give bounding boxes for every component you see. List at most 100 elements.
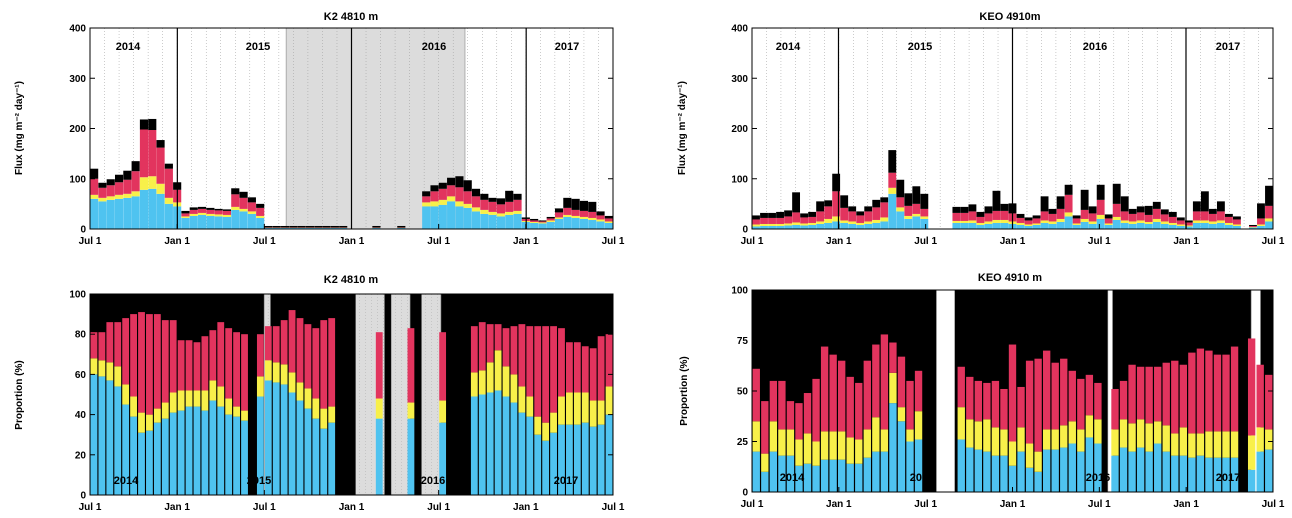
bar-49-blue [496,216,505,229]
bar-53-pink [510,326,518,375]
bar-58-black [1216,201,1225,212]
bar-51-blue [1160,223,1169,229]
bar-29 [1000,388,1008,492]
bar-63-pink [589,348,597,401]
bar-5-black [131,161,140,172]
xtick-label: Jul 1 [1088,499,1111,510]
bar-20-black [256,203,265,208]
bar-55 [546,216,555,229]
bar-1-pink [760,217,768,224]
bar-33 [1034,358,1042,492]
bar-18-blue [896,211,905,229]
ytick-label: 100 [731,174,748,185]
bar-56-pink [554,212,564,218]
bar-1-yellow [760,223,768,226]
bar-0-blue [90,374,98,495]
bar-52-black [1168,211,1177,217]
bar-17 [231,188,240,229]
bar-58-yellow [571,215,580,218]
bar-34-blue [372,227,381,229]
bar-17-pink [231,194,240,207]
xtick-label: Jan 1 [164,236,190,247]
bar-34-black [372,225,381,228]
bar-15 [209,330,217,495]
bar-28-blue [976,224,985,229]
bar-7-yellow [808,222,817,225]
bar-42 [438,182,447,229]
bar-1-black [98,182,107,188]
bar-23-pink [272,326,280,363]
bar-44-pink [1104,218,1113,224]
year-label: 2015 [247,475,271,487]
bar-17-pink [888,172,897,188]
bar-18-yellow [233,406,241,417]
bar-35 [1051,362,1059,492]
bar-10-blue [832,221,841,229]
bar-13-pink [193,342,201,391]
bar-42-black [438,182,447,189]
bar-58-blue [550,432,557,495]
bar-20 [912,186,921,229]
bar-19 [904,193,913,229]
bar-63-yellow [589,400,597,427]
bar-2-black [106,179,115,186]
bar-59 [558,328,565,495]
bar-16-pink [889,342,897,373]
bar-23-blue [281,227,290,229]
bar-1-blue [761,471,769,492]
bar-27-blue [304,408,312,495]
xtick-label: Jul 1 [741,236,764,247]
bar-12-yellow [185,390,193,407]
bar-39-black [1064,184,1073,195]
bar-49-pink [1171,360,1179,434]
bar-50-pink [505,201,514,212]
bar-1-yellow [98,360,106,377]
bar-48-blue [1162,451,1170,492]
bar-20-black [912,186,921,204]
bar-17-blue [231,209,240,229]
ytick-label: 0 [80,491,86,502]
ytick-label: 200 [69,124,86,135]
bar-2-blue [106,199,115,229]
bar-54 [538,220,547,229]
bar-42-blue [438,204,447,229]
bar-59-black [1224,213,1233,217]
bar-40-blue [1072,224,1081,229]
bar-42 [1088,206,1097,229]
bar-44-yellow [1128,423,1136,452]
bar-45-yellow [1136,419,1145,448]
bar-18 [239,191,248,229]
bar-19-yellow [247,211,256,214]
bar-11-blue [181,217,190,229]
bar-2-pink [769,380,778,422]
ytick-label: 75 [737,336,749,347]
bar-34 [372,225,381,229]
xtick-label: Jan 1 [339,236,365,247]
bar-49 [478,322,486,495]
bar-41-blue [1080,221,1089,229]
bar-6-black [800,213,809,218]
bar-7 [148,118,157,229]
bar-34-pink [1042,350,1051,430]
bar-6-yellow [138,412,145,433]
bar-46-blue [1145,451,1153,492]
bar-40-black [1072,215,1081,219]
bar-1-blue [760,225,768,229]
bar-29-blue [984,223,993,229]
bar-25-yellow [966,419,974,448]
bar-46-yellow [1120,220,1129,223]
bar-35-yellow [1032,223,1041,225]
bar-18-yellow [239,208,248,212]
bar-35-blue [1032,224,1041,229]
bar-41-yellow [430,201,439,207]
bar-5-blue [131,196,140,229]
bar-7-blue [812,465,820,492]
bar-21-black [920,193,929,209]
bar-59-blue [1224,224,1233,229]
proportion-background [90,294,613,495]
bar-52-yellow [1168,222,1177,225]
bar-42-black [1088,206,1097,214]
bar-30-blue [1008,465,1017,492]
bar-28-pink [976,216,985,223]
bar-41-black [1080,189,1089,210]
